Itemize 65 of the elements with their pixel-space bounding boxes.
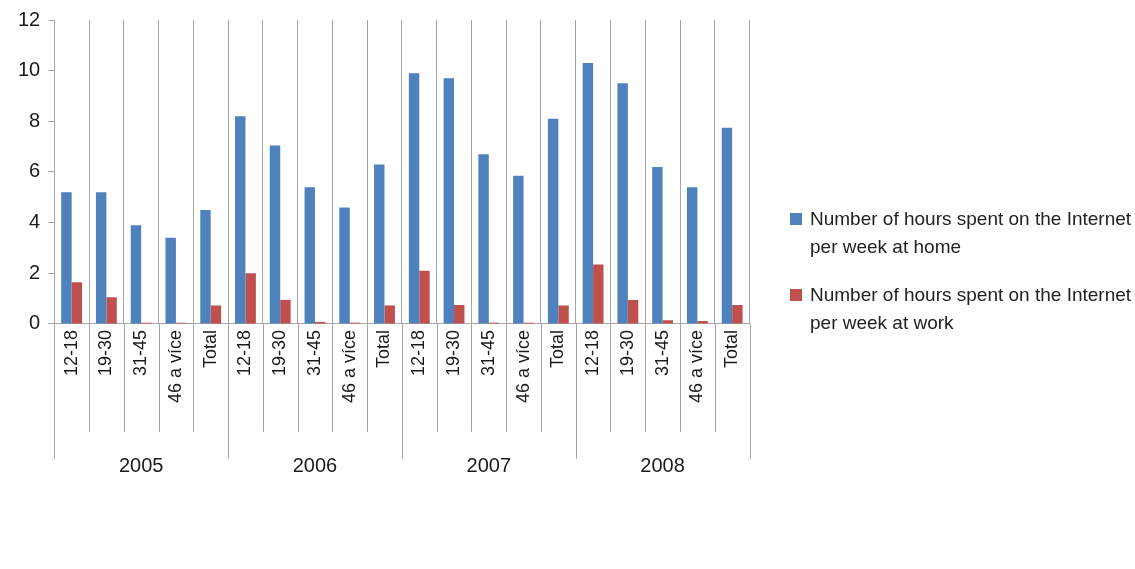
- x-tick-label: 12-18: [60, 329, 81, 376]
- text: 2006: [292, 454, 338, 477]
- legend-label: Number of hours spent on the Internet per week at work: [810, 283, 1133, 335]
- x-tick-label: 19-30: [95, 329, 116, 376]
- bar: [419, 270, 430, 324]
- bar: [721, 127, 733, 324]
- x-tick-label: 12-18: [234, 329, 255, 376]
- bar: [593, 264, 604, 324]
- bar: [513, 175, 524, 324]
- y-tick-label: 4: [29, 210, 41, 233]
- bar: [106, 297, 117, 324]
- y-tick-label: 0: [29, 311, 41, 334]
- x-tick-label: 31-45: [303, 329, 324, 376]
- text: 2008: [640, 454, 685, 477]
- bar: [210, 305, 222, 324]
- y-tick-label: 2: [29, 260, 41, 283]
- bar: [443, 78, 455, 324]
- bar: [339, 207, 350, 324]
- bar: [374, 164, 385, 324]
- x-tick-label: 46 a více: [686, 329, 707, 403]
- bar: [245, 273, 256, 324]
- bar: [384, 305, 395, 324]
- bar: [627, 299, 639, 324]
- legend-label: Number of hours spent on the Internet per week at home: [810, 207, 1133, 259]
- bar: [61, 192, 72, 324]
- x-tick-label: 46 a více: [164, 329, 185, 403]
- x-tick-label: 19-30: [443, 329, 463, 376]
- bar: [547, 118, 559, 324]
- bar: [304, 187, 315, 324]
- y-tick-label: 8: [29, 108, 41, 131]
- bar: [478, 154, 489, 324]
- bar: [200, 209, 211, 324]
- y-tick-label: 10: [18, 58, 41, 81]
- bar: [454, 304, 465, 324]
- x-tick-label: Total: [547, 329, 568, 368]
- bar: [130, 225, 142, 324]
- x-tick-label: Total: [721, 329, 742, 368]
- text: 2005: [118, 454, 164, 477]
- bar: [582, 63, 594, 324]
- bar: [269, 145, 281, 324]
- x-tick-label: 46 a více: [512, 329, 533, 403]
- bar: [558, 305, 569, 324]
- x-tick-label: 46 a více: [338, 329, 359, 403]
- bar: [652, 166, 663, 324]
- x-tick-label: 12-18: [582, 329, 603, 376]
- bar: [617, 83, 628, 324]
- y-tick-label: 6: [29, 159, 41, 182]
- bar: [408, 73, 420, 324]
- x-tick-label: 12-18: [408, 329, 429, 376]
- y-tick-label: 12: [18, 7, 41, 30]
- bar: [95, 192, 107, 324]
- x-tick-label: Total: [199, 329, 220, 368]
- x-tick-label: 31-45: [130, 329, 151, 376]
- bar: [71, 282, 83, 324]
- bar: [165, 237, 176, 324]
- bar: [280, 299, 291, 324]
- x-tick-label: 19-30: [616, 329, 637, 376]
- x-tick-label: Total: [373, 329, 394, 368]
- x-tick-label: 19-30: [269, 329, 290, 376]
- x-tick-label: 31-45: [477, 329, 498, 376]
- bar: [686, 187, 698, 324]
- bar: [235, 116, 246, 324]
- text: 2007: [466, 454, 512, 477]
- x-tick-label: 31-45: [651, 329, 672, 376]
- bar: [732, 304, 743, 324]
